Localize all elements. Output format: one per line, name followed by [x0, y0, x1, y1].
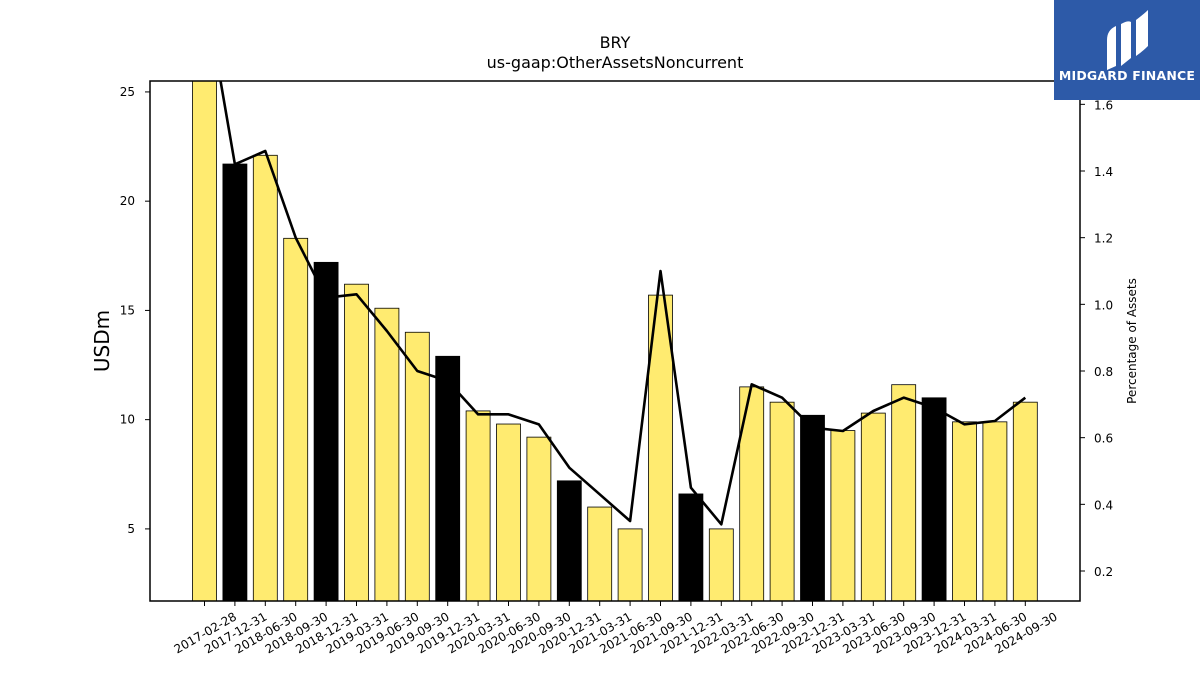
- bar: [860, 412, 886, 602]
- bar: [252, 154, 278, 602]
- bar: [496, 423, 521, 602]
- bar: [465, 410, 491, 602]
- y-tick-label: 25: [120, 85, 135, 99]
- bar: [222, 163, 248, 602]
- bar: [891, 384, 917, 602]
- y-right-tick-label: 0.4: [1094, 498, 1113, 512]
- y-right-tick-label: 0.6: [1094, 432, 1113, 446]
- right-axis: 0.2 0.4 0.6 0.8 1.0 1.2 1.4 1.6: [1080, 98, 1113, 579]
- bar: [435, 355, 461, 602]
- bar: [313, 261, 339, 602]
- y-tick-label: 15: [120, 303, 135, 317]
- bar: [1012, 401, 1038, 602]
- bar: [587, 506, 613, 602]
- bar: [374, 307, 400, 602]
- y-tick-label: 10: [120, 413, 135, 427]
- y-axis-label: USDm: [90, 310, 114, 372]
- y-right-tick-label: 1.2: [1094, 232, 1113, 246]
- bar: [556, 480, 582, 602]
- bar: [192, 80, 217, 602]
- midgard-finance-logo: MIDGARD FINANCE: [1054, 0, 1200, 100]
- y-right-tick-label: 0.8: [1094, 365, 1113, 379]
- line-series: [219, 81, 1027, 526]
- y-right-tick-label: 0.2: [1094, 565, 1113, 579]
- y-right-tick-label: 1.0: [1094, 298, 1113, 312]
- bar: [921, 397, 947, 602]
- y-tick-label: 20: [120, 194, 135, 208]
- bar: [769, 401, 795, 602]
- bar: [617, 528, 643, 602]
- bar: [982, 421, 1008, 602]
- midgard-logo-icon: [1107, 10, 1148, 70]
- bar: [800, 414, 825, 602]
- bar: [678, 493, 704, 602]
- y-right-tick-label: 1.6: [1094, 98, 1113, 112]
- chart-subtitle: us-gaap:OtherAssetsNoncurrent: [487, 53, 744, 72]
- percentage-line: [219, 81, 1027, 526]
- bar-group: [192, 80, 1038, 602]
- y-axis-right-label: Percentage of Assets: [1125, 278, 1139, 404]
- plot-frame: [149, 80, 1081, 602]
- bar: [344, 283, 369, 602]
- bar: [404, 331, 430, 602]
- bar: [708, 528, 734, 602]
- left-axis: 5 10 15 20 25: [120, 85, 150, 536]
- bar: [283, 237, 309, 602]
- bar: [830, 430, 856, 602]
- y-right-tick-label: 1.4: [1094, 165, 1113, 179]
- chart-title: BRY: [600, 33, 631, 52]
- bar: [952, 421, 977, 602]
- x-axis: 2017-02-282017-12-312018-06-302018-09-30…: [172, 601, 1060, 656]
- y-tick-label: 5: [127, 522, 135, 536]
- bar: [526, 436, 552, 602]
- logo-text: MIDGARD FINANCE: [1059, 68, 1195, 83]
